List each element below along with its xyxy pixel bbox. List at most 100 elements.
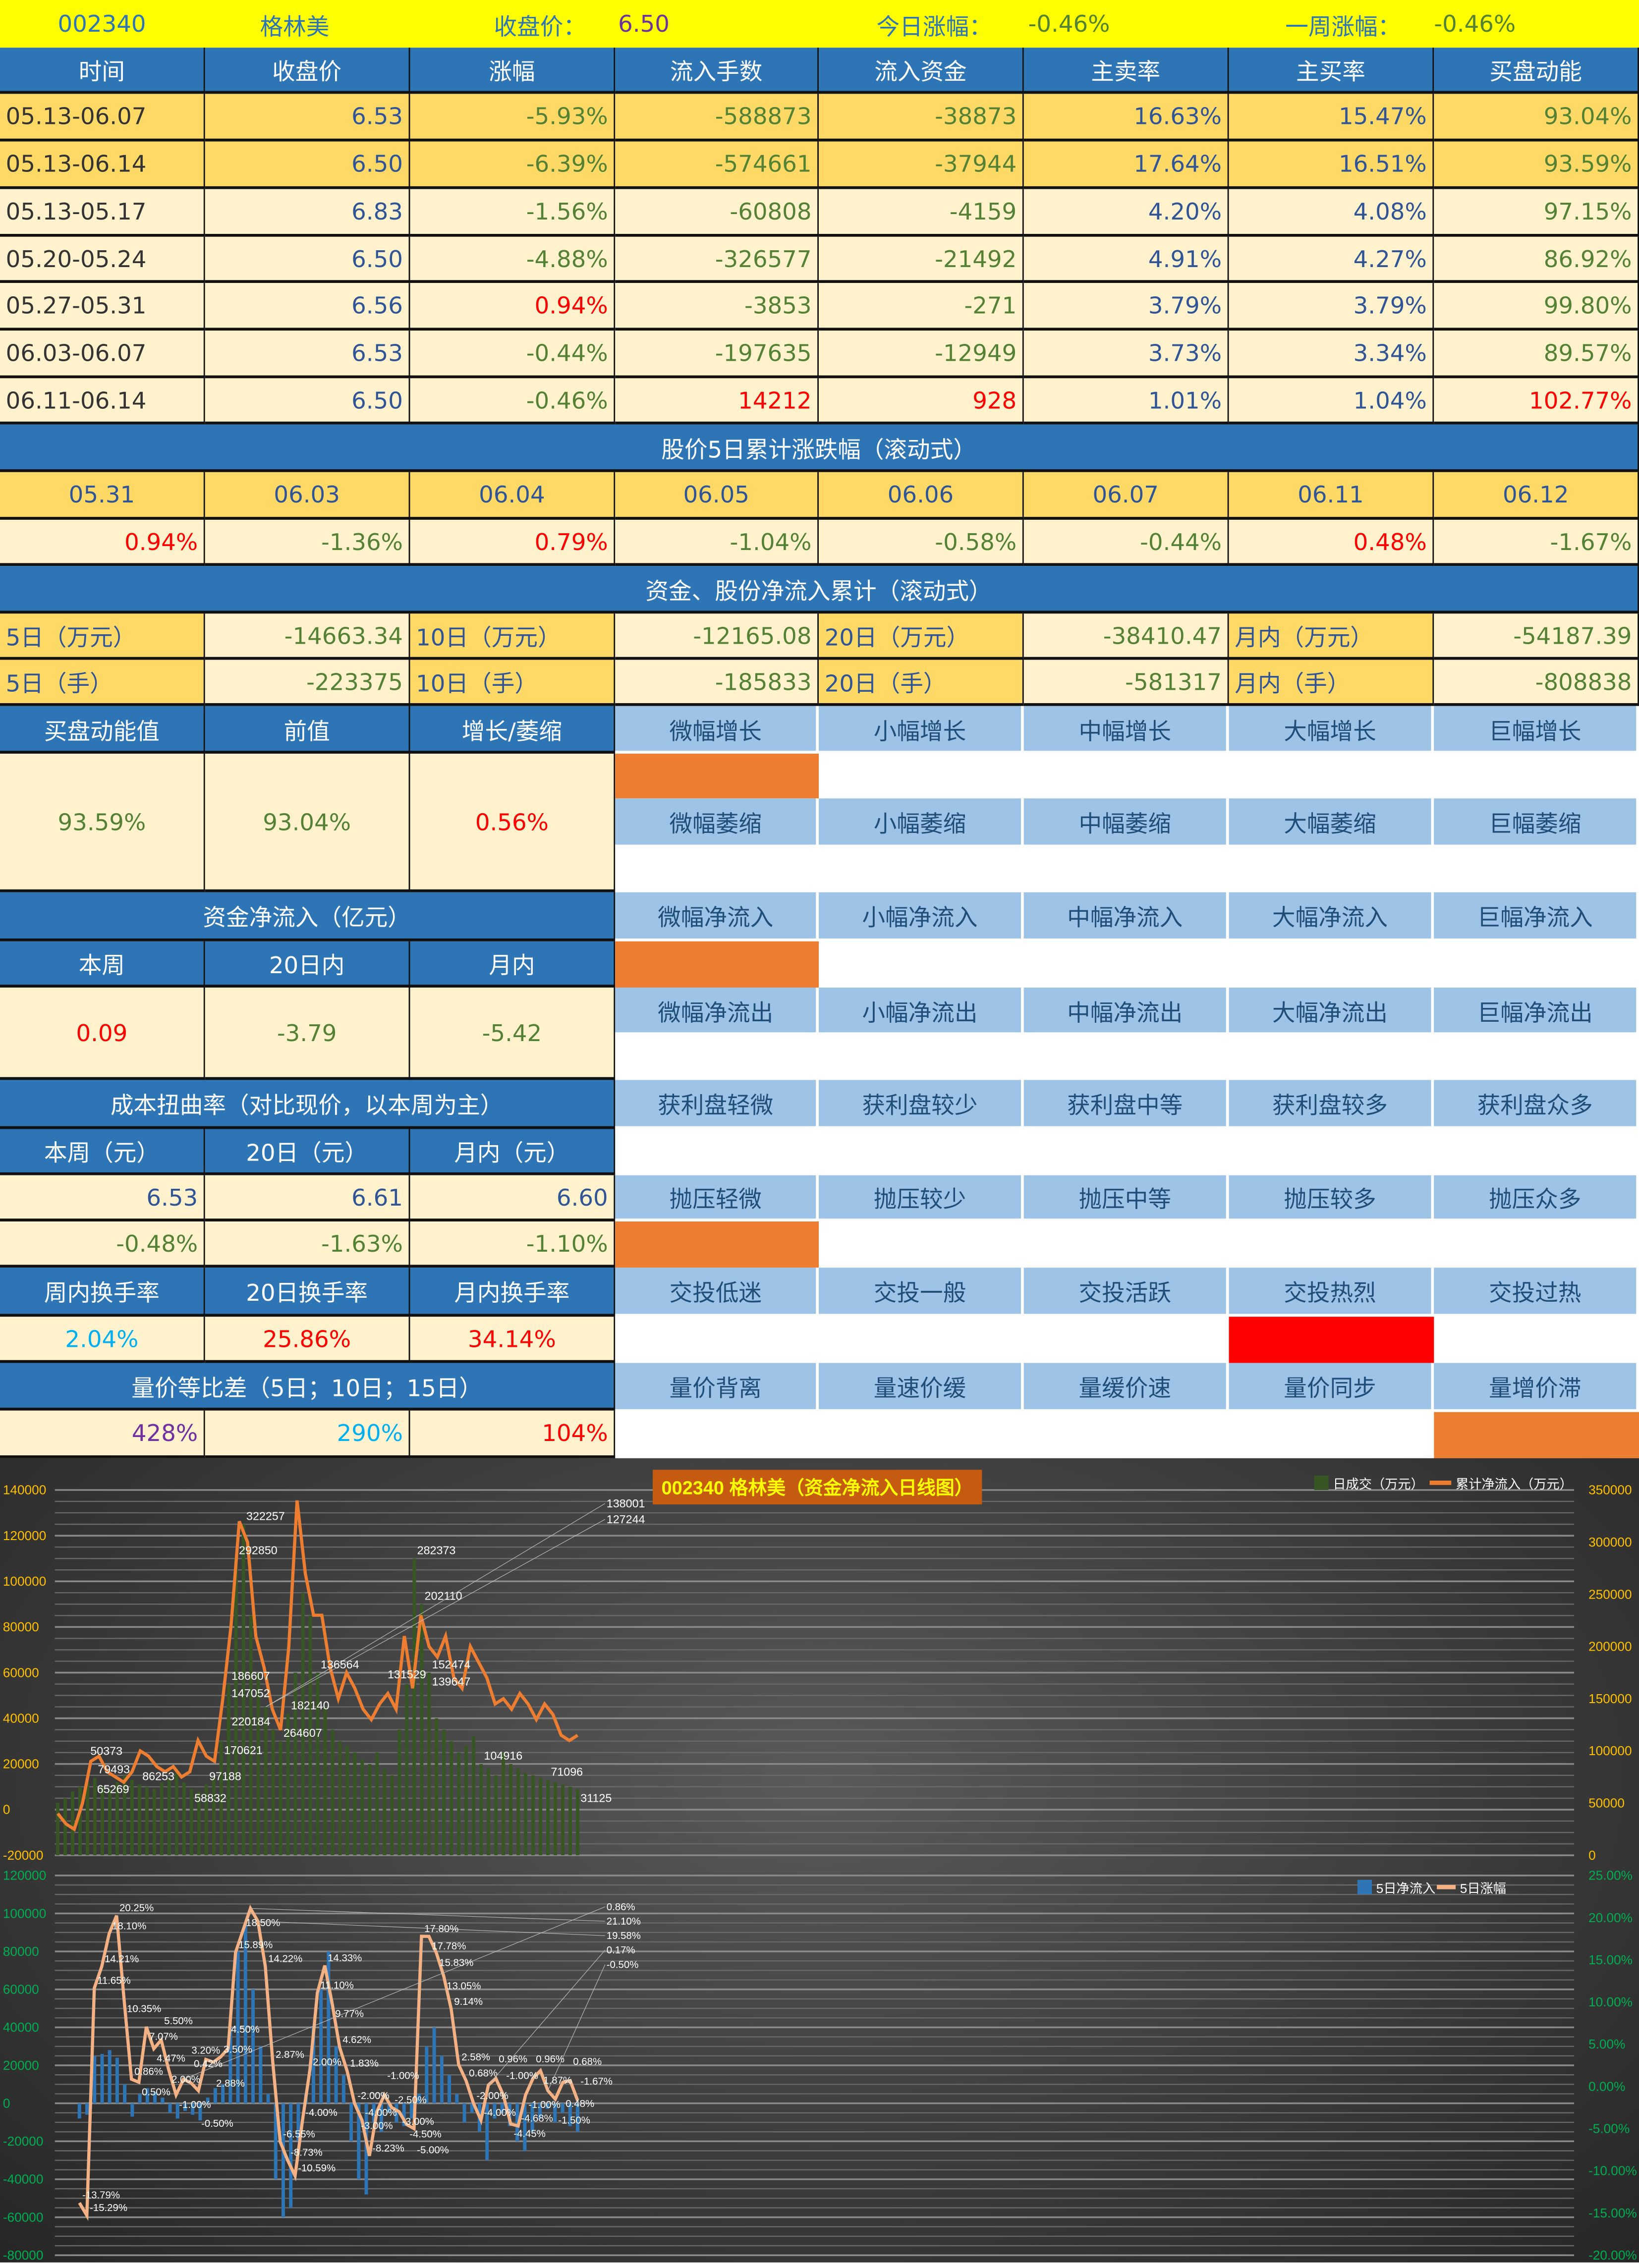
momentum-value: 93.59%	[0, 753, 205, 892]
bar-mark	[494, 1775, 498, 1856]
charts-area: -20000 0 20000 40000 60000 80000 100000 120000 1…	[0, 1458, 1639, 2263]
bar-mark	[442, 1729, 446, 1856]
netflow-label: 5日（万元）	[0, 613, 205, 660]
data-label: -1.00%	[387, 2071, 419, 2082]
bar-mark	[553, 2103, 557, 2122]
bar-mark	[108, 2050, 112, 2103]
bar-mark	[554, 1782, 558, 1856]
data-label: -1.50%	[558, 2115, 590, 2126]
data-label: -13.79%	[82, 2190, 120, 2201]
indicator-active-marker	[1229, 1317, 1434, 1363]
data-label: -6.55%	[283, 2129, 315, 2140]
bar-mark	[479, 1764, 483, 1856]
bar-mark	[264, 1707, 268, 1856]
cost-price: 6.60	[410, 1175, 616, 1221]
momentum-header: 增长/萎缩	[410, 706, 616, 754]
data-label: -2.00%	[357, 2091, 390, 2102]
table-cell: 17.64%	[1023, 141, 1229, 189]
indicator-label: 微幅净流出	[615, 987, 819, 1036]
bar-mark	[323, 1707, 327, 1856]
bar-mark	[293, 1672, 297, 1856]
annotation-label: 65269	[97, 1782, 129, 1795]
rolling5-date: 06.03	[205, 472, 410, 520]
cost-header: 月内（元）	[410, 1129, 616, 1175]
bar-mark	[198, 2103, 202, 2121]
bar-mark	[334, 2046, 338, 2103]
netflow-value: -54187.39	[1434, 613, 1639, 660]
annotation-label: 139647	[432, 1675, 471, 1688]
y-left-tick: 140000	[3, 1483, 47, 1497]
data-label: 0.96%	[499, 2054, 527, 2065]
y-right-tick: 25.00%	[1588, 1868, 1633, 1883]
table-cell: 14212	[615, 378, 819, 425]
legend-label: 5日涨幅	[1460, 1881, 1506, 1896]
y-left-tick: -60000	[3, 2210, 44, 2224]
rolling5-date: 05.31	[0, 472, 205, 520]
data-label: -2.50%	[395, 2095, 427, 2105]
cost-price: 6.61	[205, 1175, 410, 1221]
bar-mark	[130, 2103, 134, 2117]
rolling5-date: 06.11	[1229, 472, 1434, 520]
y-left-tick: 20000	[3, 2058, 39, 2073]
column-header: 时间	[0, 48, 205, 94]
rolling5-title: 股价5日累计涨跌幅（滚动式）	[0, 424, 1639, 472]
rolling5-value: -1.67%	[1434, 519, 1639, 566]
y-right-tick: 350000	[1588, 1483, 1632, 1497]
data-label: 11.10%	[320, 1980, 354, 1991]
data-label: 2.88%	[216, 2078, 245, 2089]
rolling5-date: 06.07	[1023, 472, 1229, 520]
indicator-label: 交投过热	[1434, 1268, 1639, 1317]
bar-mark	[251, 1989, 255, 2103]
bar-mark	[108, 1789, 112, 1856]
rolling5-date: 06.06	[819, 472, 1024, 520]
bar-mark	[360, 1759, 364, 1856]
rolling5-value: 0.79%	[410, 519, 616, 566]
indicator-label: 获利盘中等	[1023, 1080, 1229, 1129]
annotation-label: 79493	[98, 1763, 130, 1776]
bar-mark	[387, 2103, 391, 2113]
bar-mark	[212, 1777, 216, 1856]
table-cell: -38873	[819, 94, 1024, 142]
annotation-label: 186607	[231, 1669, 270, 1682]
bar-mark	[530, 2103, 534, 2132]
table-cell: 1.01%	[1023, 378, 1229, 425]
table-cell: -3853	[615, 283, 819, 331]
bar-mark	[122, 1775, 126, 1856]
table-cell: 16.51%	[1229, 141, 1434, 189]
indicator-label: 小幅萎缩	[819, 798, 1024, 848]
table-cell: -4159	[819, 189, 1024, 237]
data-label: 3.20%	[191, 2045, 220, 2056]
data-label: -3.00%	[402, 2116, 434, 2127]
netflow-label: 10日（万元）	[410, 613, 616, 660]
indicator-label: 交投一般	[819, 1268, 1024, 1317]
y-right-tick: -5.00%	[1588, 2121, 1630, 2136]
bar-mark	[130, 1780, 134, 1856]
bar-mark	[457, 1752, 461, 1856]
bar-mark	[493, 2103, 497, 2119]
bar-mark	[183, 2103, 187, 2111]
table-cell: 4.20%	[1023, 189, 1229, 237]
bar-mark	[311, 2027, 315, 2103]
annotation-label: 127244	[607, 1513, 645, 1526]
bar-mark	[470, 2103, 474, 2113]
week-range-cell: 05.13-05.17	[0, 189, 205, 237]
y-right-tick: -10.00%	[1588, 2163, 1637, 2178]
indicator-label: 中幅净流入	[1023, 892, 1229, 941]
y-right-tick: -20.00%	[1588, 2248, 1637, 2263]
bar-mark	[524, 1773, 528, 1856]
table-cell: 93.59%	[1434, 141, 1639, 189]
annotation-label: 31125	[580, 1792, 612, 1805]
annotation-label: 138001	[607, 1497, 645, 1510]
netflow-value: -12165.08	[615, 613, 819, 660]
indicator-label: 中幅萎缩	[1023, 798, 1229, 848]
bar-mark	[357, 2103, 361, 2179]
table-cell: -12949	[819, 331, 1024, 379]
y-left-tick: 0	[3, 1802, 10, 1817]
legend-label: 5日净流入	[1376, 1881, 1435, 1896]
bar-mark	[85, 2103, 89, 2115]
bar-mark	[236, 1951, 240, 2103]
bar-mark	[345, 1745, 349, 1856]
bar-mark	[412, 1558, 416, 1856]
bar-mark	[455, 2094, 459, 2103]
annotation-label: 170621	[224, 1744, 263, 1757]
